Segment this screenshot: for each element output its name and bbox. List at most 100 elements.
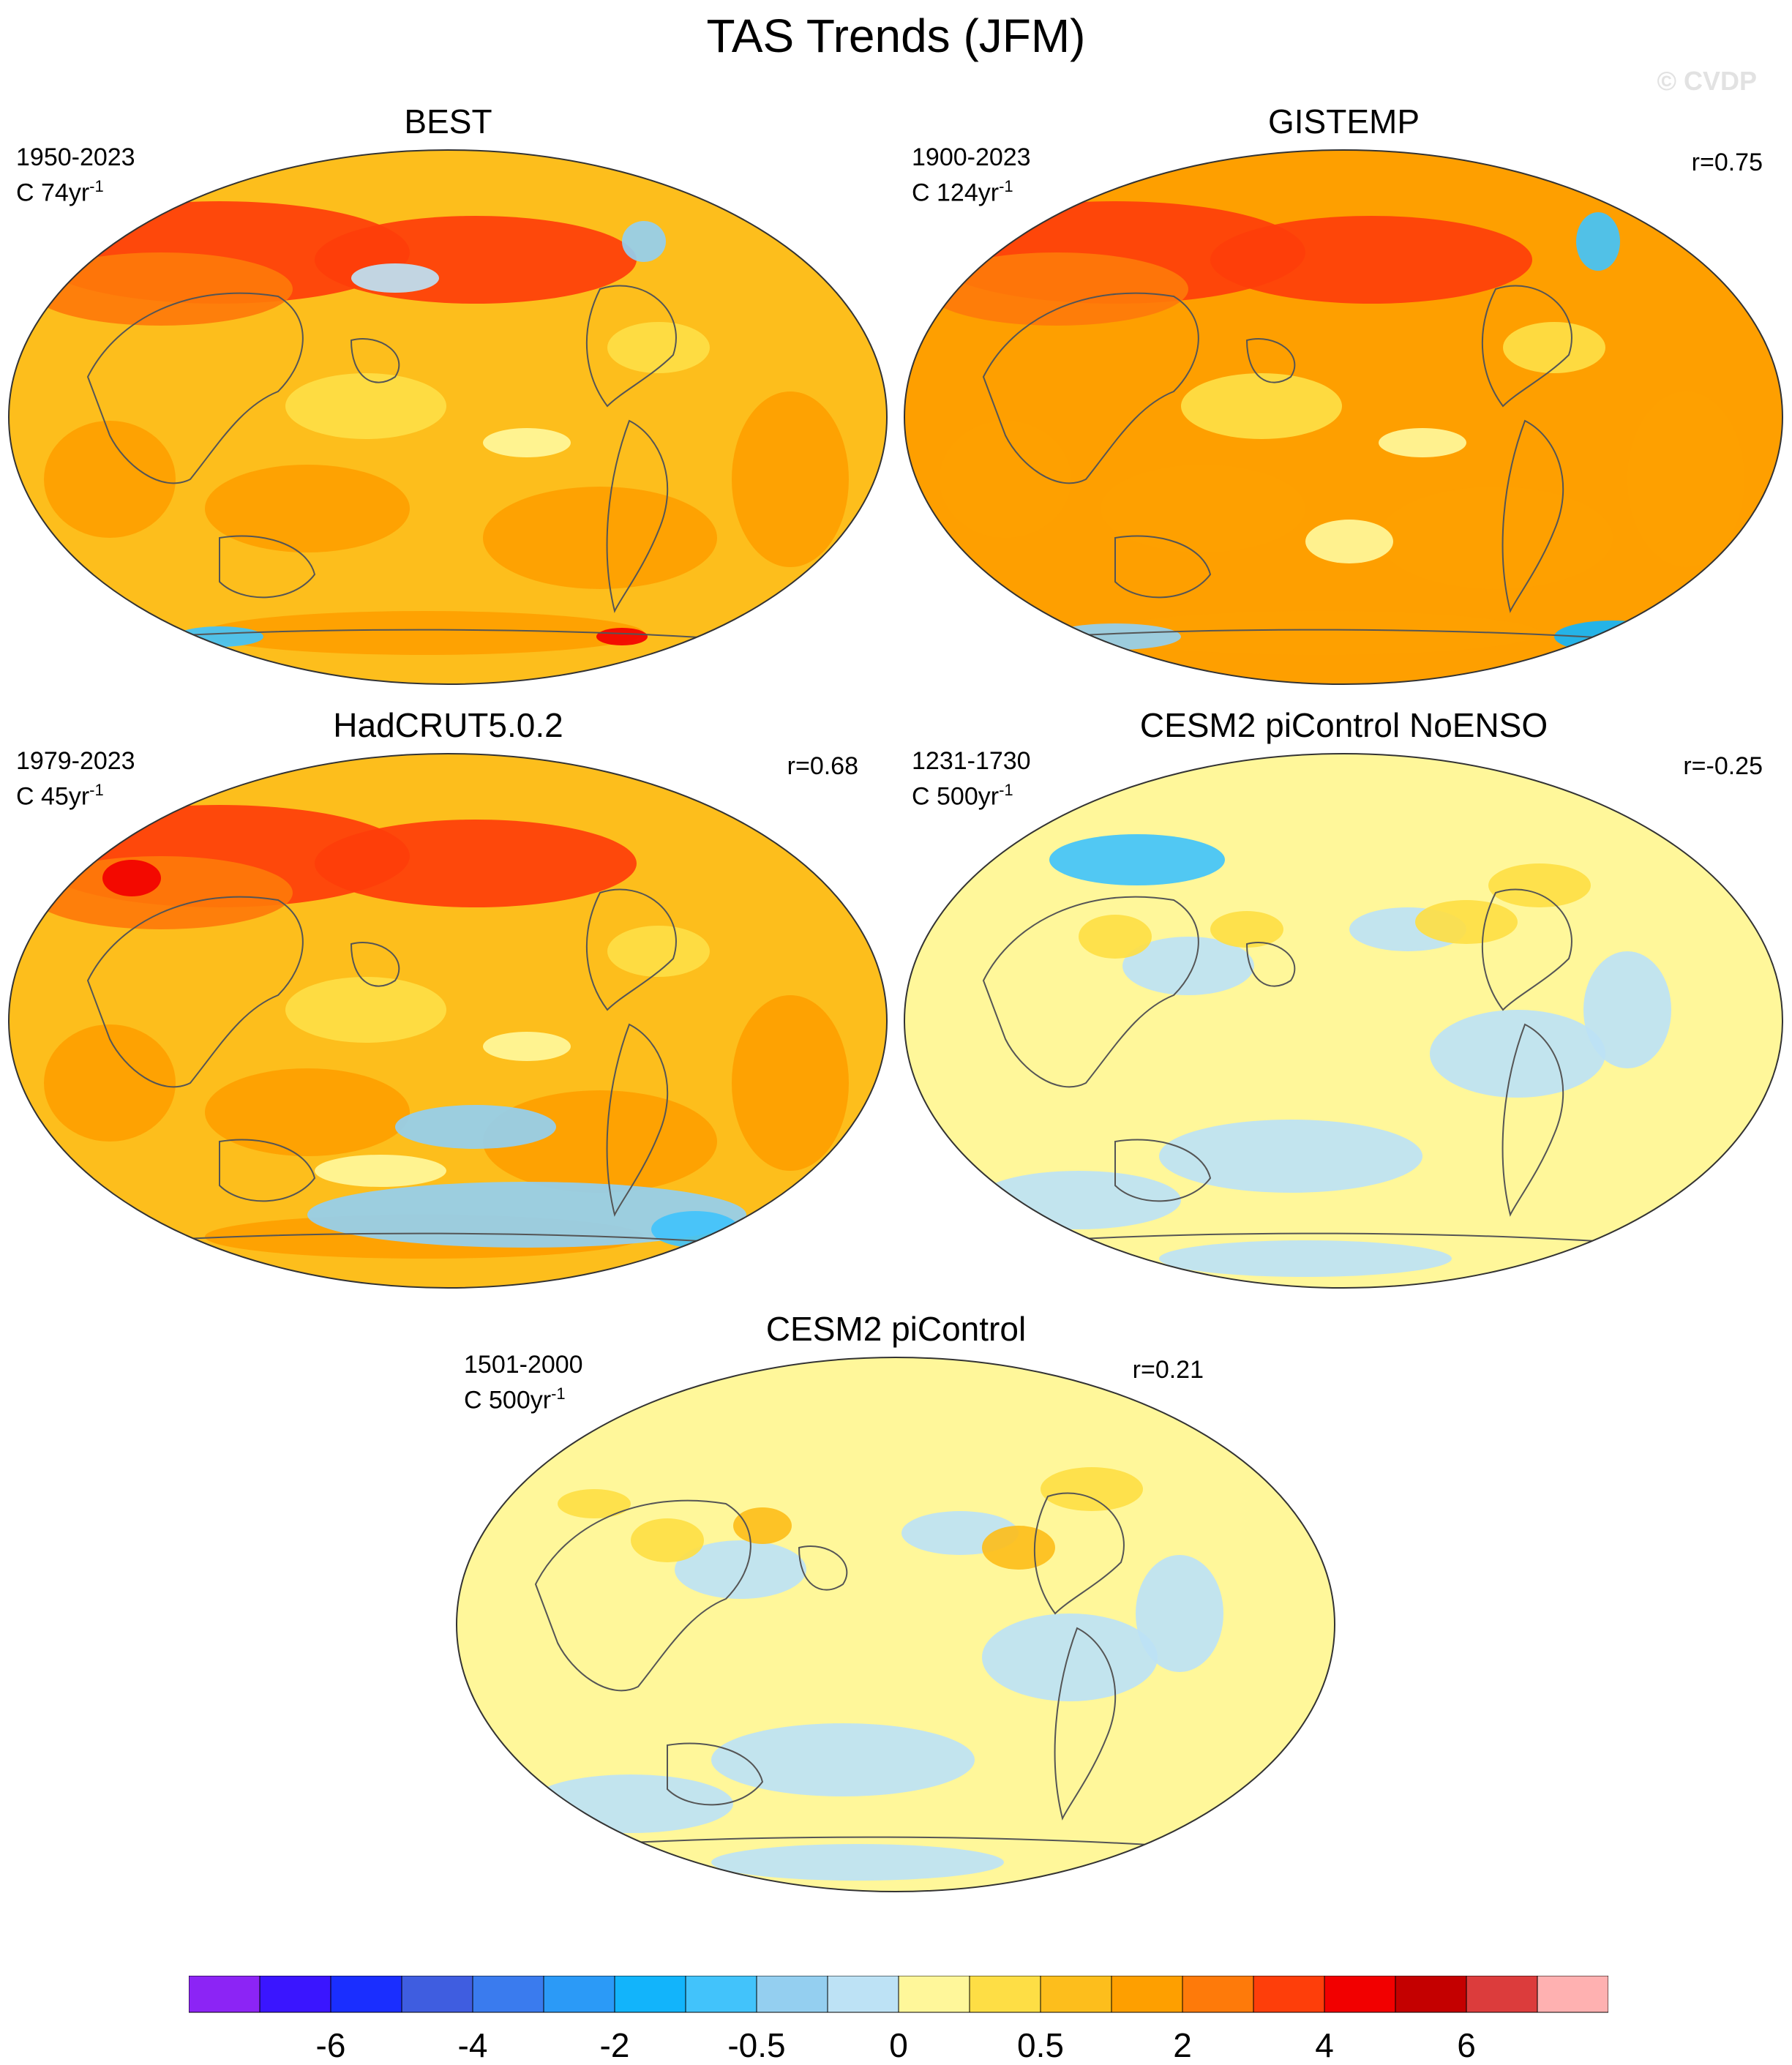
contour-region — [607, 926, 710, 977]
map-field — [904, 754, 1782, 1288]
contour-region — [1049, 834, 1225, 885]
colorbar-tick-label: -4 — [457, 2026, 488, 2064]
contour-region — [732, 391, 849, 567]
contour-region — [176, 626, 263, 647]
trend-unit-exponent: -1 — [999, 781, 1013, 799]
coastline — [585, 285, 677, 408]
trend-unit-text: C 500yr — [912, 782, 1000, 811]
coastline — [86, 292, 304, 484]
contour-region — [315, 216, 637, 304]
coastline — [534, 1499, 751, 1692]
colorbar-swatch — [827, 1976, 899, 2013]
contour-region — [631, 1518, 704, 1562]
contour-region — [1627, 391, 1744, 567]
coastline — [350, 942, 400, 987]
colorbar-swatch — [614, 1976, 686, 2013]
contour-region — [1101, 465, 1305, 552]
trend-unit-exponent: -1 — [551, 1384, 566, 1403]
panel-title: CESM2 piControl — [765, 1310, 1027, 1348]
panel-period: 1231-1730 C 500yr-1 — [912, 746, 1031, 811]
contour-region — [285, 977, 446, 1043]
coastline — [1054, 1627, 1117, 1821]
colorbar-swatch — [259, 1976, 331, 2013]
colorbar-swatch — [898, 1976, 970, 2013]
colorbar-tick-label: 6 — [1457, 2026, 1476, 2064]
map-gistemp — [904, 149, 1783, 685]
contour-region — [1379, 487, 1613, 589]
map-border — [8, 753, 888, 1289]
contour-region — [205, 465, 410, 552]
coastline — [585, 888, 677, 1011]
period-range: 1900-2023 — [912, 143, 1031, 171]
panel-gistemp: GISTEMP 1900-2023 C 124yr-1 r=0.75 — [896, 99, 1792, 692]
contour-region — [1583, 951, 1671, 1068]
contour-region — [1430, 1010, 1605, 1098]
contour-region — [925, 252, 1188, 326]
coastline — [667, 1742, 764, 1806]
panel-cesm2-noenso: CESM2 piControl NoENSO 1231-1730 C 500yr… — [896, 702, 1792, 1295]
colorbar-swatch — [1324, 1976, 1396, 2013]
colorbar-tick-label: -6 — [315, 2026, 346, 2064]
trend-unit-exponent: -1 — [89, 781, 104, 799]
colorbar-swatch — [543, 1976, 615, 2013]
contour-region — [733, 1507, 792, 1544]
colorbar-swatch — [1395, 1976, 1467, 2013]
contour-region — [675, 1540, 806, 1599]
coastline — [219, 535, 316, 599]
colorbar-swatch — [189, 1976, 260, 2013]
colorbar-tick-label: -2 — [599, 2026, 630, 2064]
trend-unit-exponent: -1 — [999, 177, 1013, 195]
contour-region — [1210, 216, 1532, 304]
map-cesm2-picontrol — [456, 1357, 1335, 1892]
colorbar-swatch — [1111, 1976, 1183, 2013]
contour-region — [596, 628, 648, 645]
map-field — [457, 1357, 1335, 1892]
field-background — [9, 150, 887, 684]
map-border — [8, 149, 888, 685]
contour-region — [982, 1526, 1055, 1570]
field-background — [904, 150, 1782, 684]
coastline — [219, 1139, 316, 1202]
contour-region — [483, 487, 717, 589]
contour-region — [285, 373, 446, 439]
contour-region — [102, 860, 161, 896]
period-range: 1979-2023 — [16, 747, 135, 775]
period-range: 1950-2023 — [16, 143, 135, 171]
coastline — [798, 1545, 848, 1591]
contour-region — [1159, 1240, 1452, 1277]
trend-units: C 500yr-1 — [464, 1379, 583, 1414]
coastline — [982, 292, 1199, 484]
colorbar-tick-label: 0 — [889, 2026, 908, 2064]
panel-correlation: r=-0.25 — [1683, 752, 1763, 780]
colorbar-swatch — [330, 1976, 402, 2013]
contour-region — [44, 1024, 176, 1142]
coastline — [1114, 535, 1212, 599]
panel-period: 1950-2023 C 74yr-1 — [16, 143, 135, 207]
panel-period: 1501-2000 C 500yr-1 — [464, 1350, 583, 1414]
panel-period: 1900-2023 C 124yr-1 — [912, 143, 1031, 207]
contour-region — [1041, 1467, 1143, 1511]
map-field — [9, 754, 887, 1288]
trend-units: C 500yr-1 — [912, 776, 1031, 811]
colorbar-swatch — [969, 1976, 1041, 2013]
contour-region — [1079, 915, 1152, 959]
colorbar-swatch — [1040, 1976, 1112, 2013]
contour-region — [205, 1068, 410, 1156]
contour-region — [315, 820, 637, 907]
panel-title: CESM2 piControl NoENSO — [1139, 706, 1548, 744]
contour-region — [607, 322, 710, 373]
trend-units: C 45yr-1 — [16, 776, 135, 811]
contour-region — [29, 856, 293, 929]
coastline — [86, 896, 304, 1088]
contour-region — [1305, 520, 1393, 563]
colorbar — [189, 1976, 1608, 2013]
cvdp-watermark: © CVDP — [1657, 66, 1757, 96]
panel-title: HadCRUT5.0.2 — [333, 706, 563, 744]
coastline — [1114, 1139, 1212, 1202]
map-best — [8, 149, 888, 685]
panel-cesm2-picontrol: CESM2 piControl 1501-2000 C 500yr-1 r=0.… — [448, 1306, 1344, 1899]
panel-correlation: r=0.75 — [1691, 149, 1763, 176]
colorbar-swatch — [401, 1976, 473, 2013]
trend-unit-text: C 74yr — [16, 179, 90, 207]
coastline — [982, 896, 1199, 1088]
